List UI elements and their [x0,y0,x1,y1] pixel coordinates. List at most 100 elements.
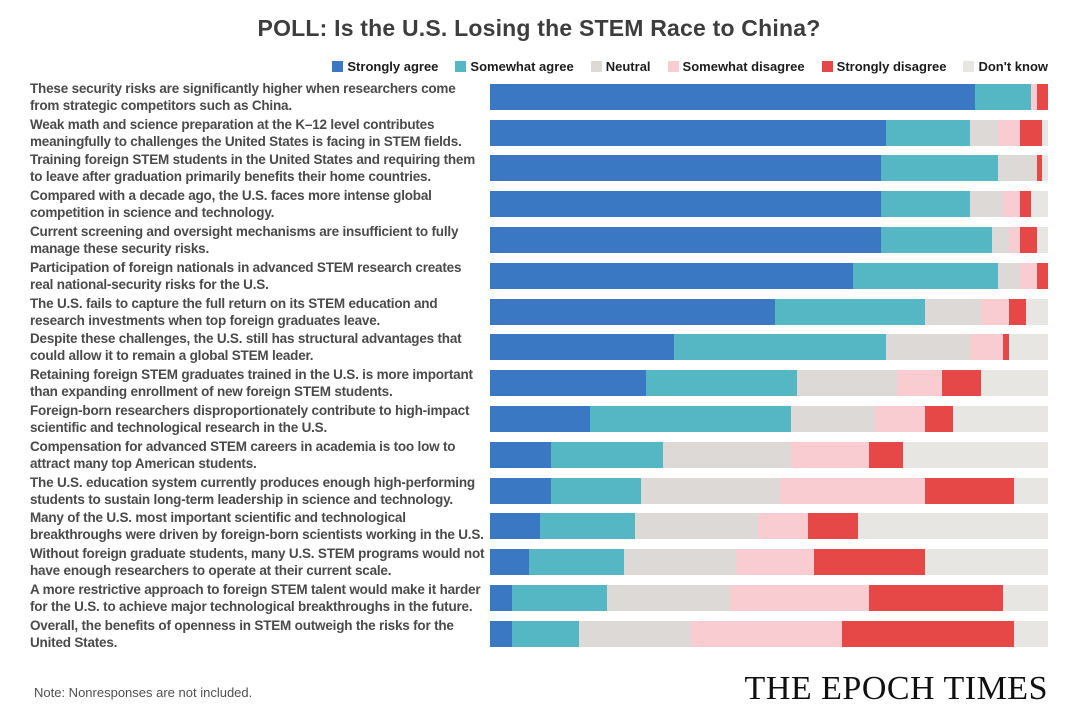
chart-rows: These security risks are significantly h… [30,79,1048,652]
chart-row: A more restrictive approach to foreign S… [30,580,1048,616]
bar-segment-strongly-disagree [869,585,1004,612]
row-label: Foreign-born researchers disproportionat… [30,403,470,436]
bar-segment-neutral [886,334,970,361]
bar-segment-don-t-know [1014,477,1048,504]
bar-segment-somewhat-disagree [729,585,870,612]
bar-segment-don-t-know [1042,155,1048,182]
chart-row: Weak math and science preparation at the… [30,115,1048,151]
legend-item-strongly-agree: Strongly agree [332,59,438,74]
bar-segment-don-t-know [1008,334,1048,361]
legend-swatch-strongly-agree [332,61,344,72]
row-label: Compensation for advanced STEM careers i… [30,438,456,471]
bar-segment-strongly-disagree [1020,119,1043,146]
bar-segment-strongly-agree [490,620,513,647]
row-label: Training foreign STEM students in the Un… [30,152,476,185]
bar-segment-somewhat-disagree [997,119,1021,146]
bar-segment-somewhat-agree [880,155,998,182]
chart-row: Retaining foreign STEM graduates trained… [30,365,1048,401]
stacked-bar [490,227,1048,254]
bar-segment-somewhat-agree [540,513,636,540]
stacked-bar [490,549,1048,576]
legend-label: Somewhat disagree [682,59,805,74]
legend-item-don-t-know: Don't know [963,59,1048,74]
bar-segment-somewhat-disagree [791,441,870,468]
bar-segment-strongly-agree [490,441,552,468]
row-label: Overall, the benefits of openness in STE… [30,617,454,650]
bar-segment-strongly-disagree [1020,191,1032,218]
bar-segment-somewhat-disagree [1008,227,1021,254]
bar-segment-neutral [791,406,875,433]
bar-segment-somewhat-agree [880,227,993,254]
bar-segment-strongly-disagree [813,549,926,576]
chart-row: Despite these challenges, the U.S. still… [30,330,1048,366]
bar-segment-neutral [969,119,998,146]
bar-segment-somewhat-disagree [897,370,942,397]
bar-segment-somewhat-disagree [1020,262,1037,289]
bar-segment-strongly-disagree [1036,155,1043,182]
chart-row: Many of the U.S. most important scientif… [30,509,1048,545]
bar-segment-don-t-know [981,370,1048,397]
row-label: Current screening and oversight mechanis… [30,224,459,257]
bar-segment-strongly-agree [490,262,853,289]
footer: Note: Nonresponses are not included. THE… [30,660,1048,710]
bar-segment-neutral [640,477,781,504]
bar-segment-somewhat-disagree [757,513,809,540]
stacked-bar [490,620,1048,647]
bar-segment-neutral [997,262,1021,289]
bar-segment-strongly-agree [490,406,591,433]
bar-segment-neutral [635,513,758,540]
bar-segment-don-t-know [858,513,1048,540]
bar-segment-somewhat-agree [886,119,970,146]
page-title: POLL: Is the U.S. Losing the STEM Race t… [257,15,821,41]
row-label: Without foreign graduate students, many … [30,546,485,579]
bar-segment-strongly-agree [490,513,541,540]
bar-segment-somewhat-agree [512,620,580,647]
chart-row: The U.S. education system currently prod… [30,473,1048,509]
epoch-times-wordmark: THE EPOCH TIMES [744,670,1048,707]
bar-segment-neutral [579,620,691,647]
chart-row: Compared with a decade ago, the U.S. fac… [30,186,1048,222]
chart-row: Foreign-born researchers disproportionat… [30,401,1048,437]
chart-legend: Strongly agree Somewhat agree Neutral Somew… [30,59,1048,74]
bar-segment-strongly-disagree [941,370,981,397]
bar-segment-neutral [997,155,1037,182]
bar-segment-strongly-agree [490,119,887,146]
legend-swatch-neutral [590,61,602,72]
bar-segment-somewhat-agree [551,477,641,504]
bar-segment-strongly-disagree [808,513,859,540]
bar-segment-somewhat-agree [590,406,792,433]
bar-segment-neutral [607,585,730,612]
stacked-bar [490,370,1048,397]
bar-segment-somewhat-disagree [969,334,1004,361]
bar-segment-strongly-agree [490,191,881,218]
bar-segment-strongly-disagree [1008,298,1026,325]
bar-segment-don-t-know [1036,227,1048,254]
row-label: Weak math and science preparation at the… [30,116,462,149]
bar-segment-neutral [662,441,792,468]
bar-segment-somewhat-disagree [981,298,1009,325]
bar-segment-strongly-agree [490,477,552,504]
bar-segment-somewhat-agree [512,585,608,612]
legend-label: Neutral [605,59,651,74]
bar-segment-strongly-agree [490,585,513,612]
stacked-bar [490,83,1048,110]
stacked-bar [490,585,1048,612]
legend-label: Don't know [978,59,1048,74]
bar-segment-somewhat-agree [774,298,926,325]
bar-segment-don-t-know [1025,298,1048,325]
bar-segment-don-t-know [902,441,1048,468]
bar-segment-neutral [992,227,1009,254]
stacked-bar [490,191,1048,218]
bar-segment-don-t-know [953,406,1048,433]
bar-segment-strongly-disagree [1020,227,1037,254]
chart-row: The U.S. fails to capture the full retur… [30,294,1048,330]
bar-segment-strongly-disagree [841,620,1015,647]
stacked-bar [490,477,1048,504]
chart-row: These security risks are significantly h… [30,79,1048,115]
bar-segment-somewhat-disagree [780,477,926,504]
bar-segment-somewhat-agree [646,370,797,397]
legend-swatch-somewhat-agree [455,61,467,72]
bar-segment-strongly-agree [490,83,976,110]
chart-row: Participation of foreign nationals in ad… [30,258,1048,294]
